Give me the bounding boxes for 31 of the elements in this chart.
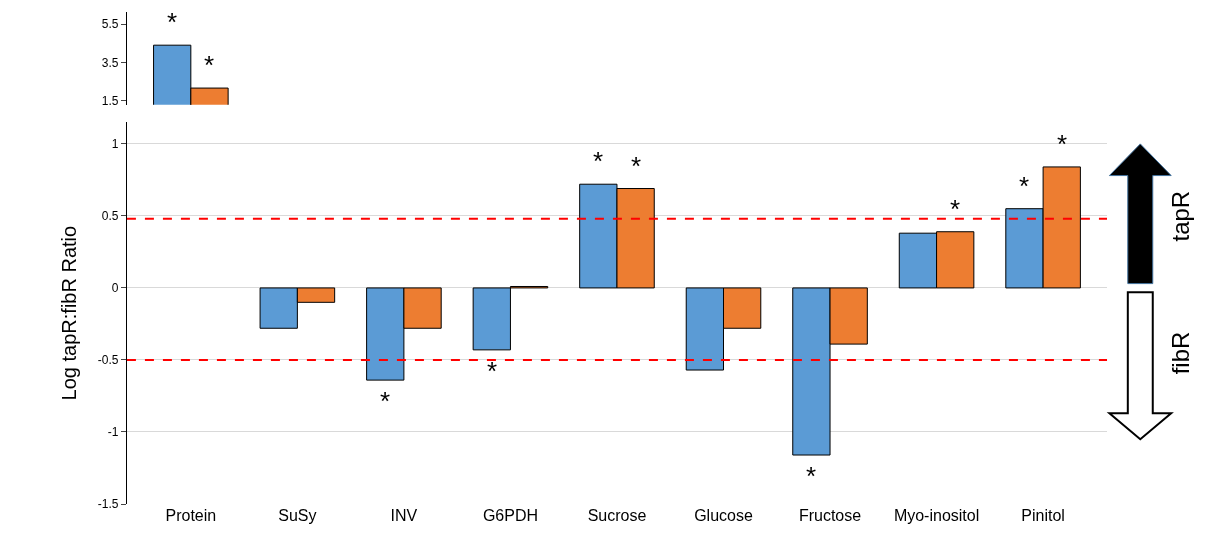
annotation: * xyxy=(487,356,498,386)
x-tick-label: Protein xyxy=(165,507,217,524)
y-tick-label: 3.5 xyxy=(101,55,119,70)
y-axis-title: Log tapR:fibR Ratio xyxy=(58,225,81,401)
y-tick-label: 1 xyxy=(111,137,119,152)
x-tick-label: Fructose xyxy=(798,507,862,524)
y-tick-label: 5.5 xyxy=(101,17,119,32)
x-tick-label: G6PDH xyxy=(482,507,538,524)
y-tick-label: -1.5 xyxy=(97,497,119,512)
annotation: * xyxy=(1057,129,1068,159)
y-tick-label: 0.5 xyxy=(101,209,119,224)
x-tick-label: SuSy xyxy=(278,507,317,524)
x-tick-label: Sucrose xyxy=(587,507,647,524)
annotation: * xyxy=(631,151,642,181)
annotation: * xyxy=(204,50,215,80)
annotation: * xyxy=(950,194,961,224)
text: fibR xyxy=(1166,331,1194,375)
x-tick-label: Glucose xyxy=(694,507,753,524)
annotation: * xyxy=(1019,171,1030,201)
y-tick-label: -1 xyxy=(107,425,119,440)
annotation: * xyxy=(380,386,391,416)
annotation: * xyxy=(167,7,178,37)
x-tick-label: INV xyxy=(390,507,418,524)
annotation: * xyxy=(806,461,817,491)
annotation: * xyxy=(593,146,604,176)
text: tapR xyxy=(1166,190,1194,242)
y-tick-label: 0 xyxy=(111,281,119,296)
x-tick-label: Pinitol xyxy=(1021,507,1065,524)
x-tick-label: Myo-inositol xyxy=(893,507,980,524)
y-tick-label: 1.5 xyxy=(101,94,119,109)
y-tick-label: -0.5 xyxy=(97,353,119,368)
